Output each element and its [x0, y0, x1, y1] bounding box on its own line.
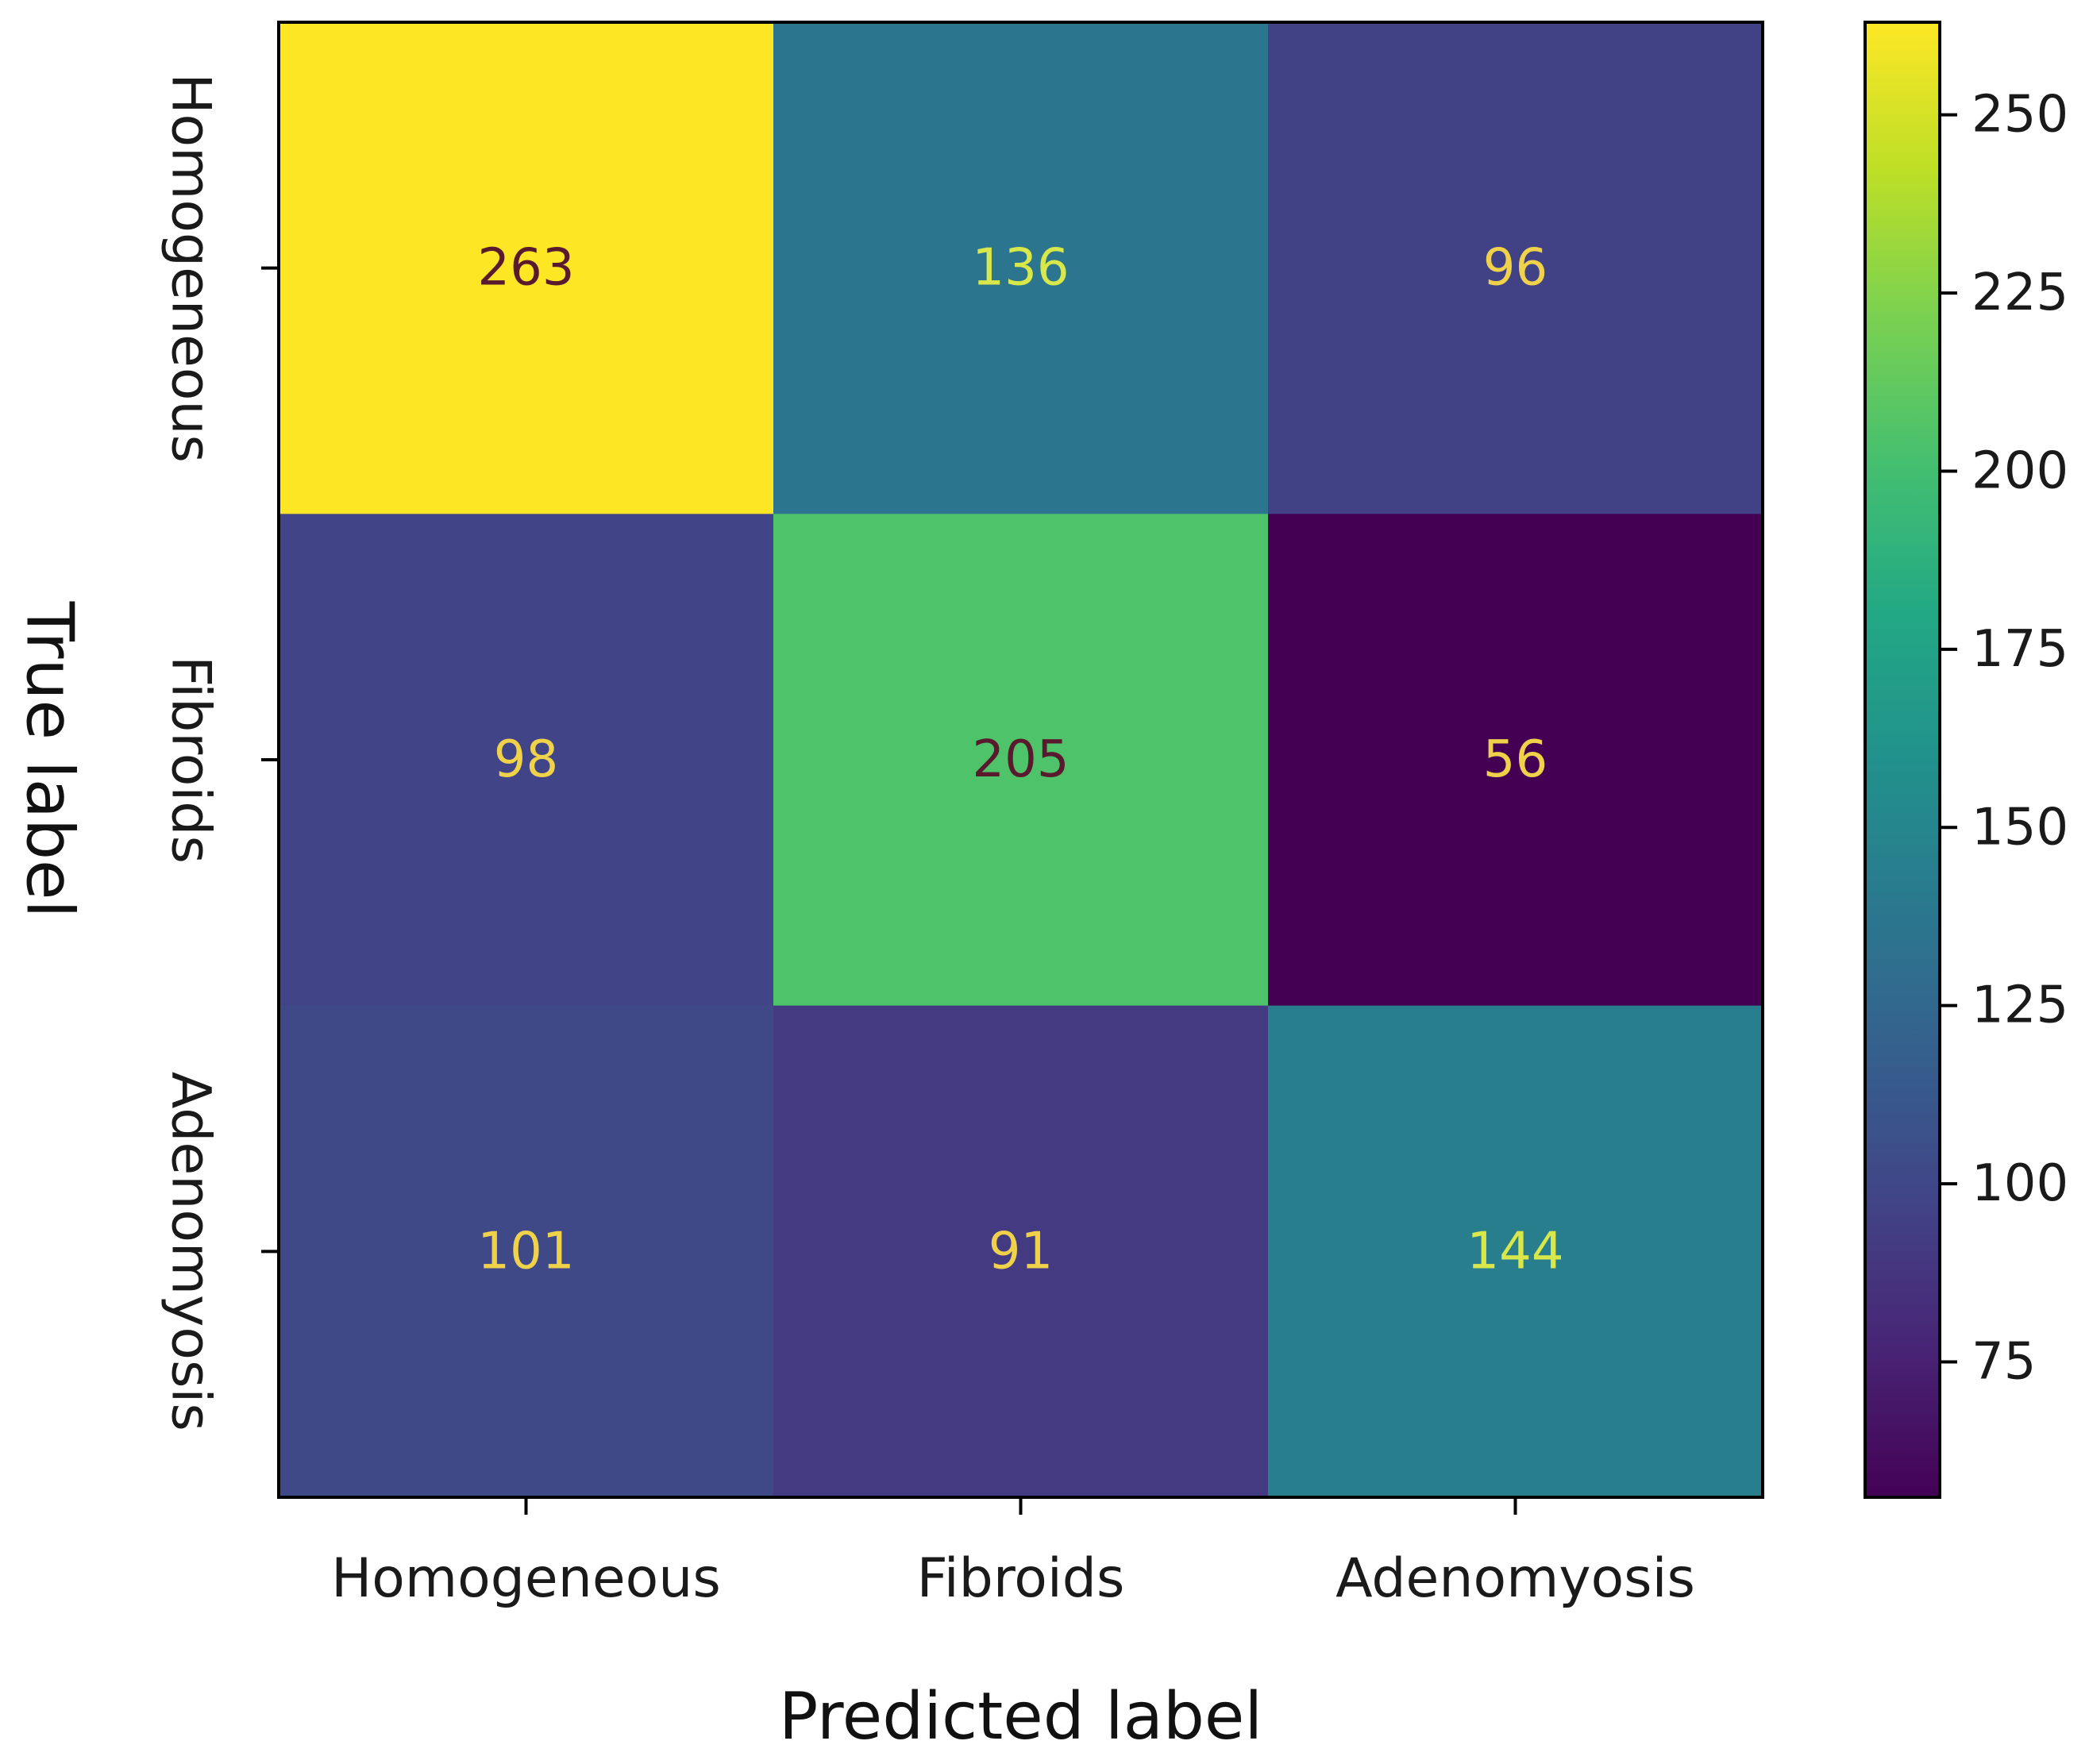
cell-value: 96 — [1483, 239, 1547, 298]
cell-value: 101 — [477, 1222, 574, 1281]
cell-value: 136 — [972, 239, 1069, 298]
cell-value: 56 — [1483, 730, 1547, 789]
x-axis-title: Predicted label — [779, 1679, 1262, 1754]
x-tick-label: Adenomyosis — [1335, 1547, 1695, 1610]
colorbar-tick-label: 175 — [1971, 620, 2068, 679]
heatmap-cell — [773, 514, 1269, 1007]
y-tick-label: Fibroids — [160, 656, 222, 864]
colorbar-tick-label: 225 — [1971, 264, 2068, 322]
cell-value: 91 — [989, 1222, 1053, 1281]
heatmap-cell — [279, 514, 774, 1007]
heatmap-cell — [773, 22, 1269, 514]
colorbar-tick-label: 150 — [1971, 798, 2068, 857]
x-tick-label: Fibroids — [917, 1547, 1125, 1610]
heatmap-cell — [1268, 514, 1763, 1007]
cell-value: 205 — [972, 730, 1069, 789]
colorbar-tick-label: 125 — [1971, 976, 2068, 1035]
x-axis-ticks: Homogeneous Fibroids Adenomyosis — [331, 1497, 1695, 1610]
colorbar: 75 100 125 150 175 200 225 250 — [1864, 21, 2068, 1499]
y-tick-label: Homogeneous — [160, 73, 222, 463]
cell-value-labels: 263 136 96 98 205 56 101 91 144 — [477, 239, 1563, 1281]
cell-value: 263 — [477, 239, 574, 298]
cell-value: 144 — [1467, 1222, 1563, 1281]
colorbar-tick-label: 100 — [1971, 1154, 2068, 1213]
colorbar-frame — [1864, 21, 1941, 1499]
heatmap-cell — [1268, 22, 1763, 514]
colorbar-gradient — [1865, 22, 1940, 1497]
x-tick-label: Homogeneous — [331, 1547, 721, 1610]
heatmap-cell — [279, 1005, 774, 1498]
colorbar-tick-label: 200 — [1971, 441, 2068, 500]
heatmap-cell — [279, 22, 774, 514]
colorbar-ticks: 75 100 125 150 175 200 225 250 — [1940, 86, 2068, 1391]
cell-value: 98 — [494, 730, 558, 789]
y-axis-title: True label — [12, 601, 87, 919]
y-tick-label: Adenomyosis — [160, 1072, 222, 1431]
colorbar-tick-label: 250 — [1971, 86, 2068, 144]
colorbar-tick-label: 75 — [1971, 1332, 2036, 1391]
heatmap-cell — [1268, 1005, 1763, 1498]
y-axis-ticks: Homogeneous Fibroids Adenomyosis — [160, 73, 279, 1431]
heatmap-cells — [279, 22, 1763, 1498]
heatmap-cell — [773, 1005, 1269, 1498]
